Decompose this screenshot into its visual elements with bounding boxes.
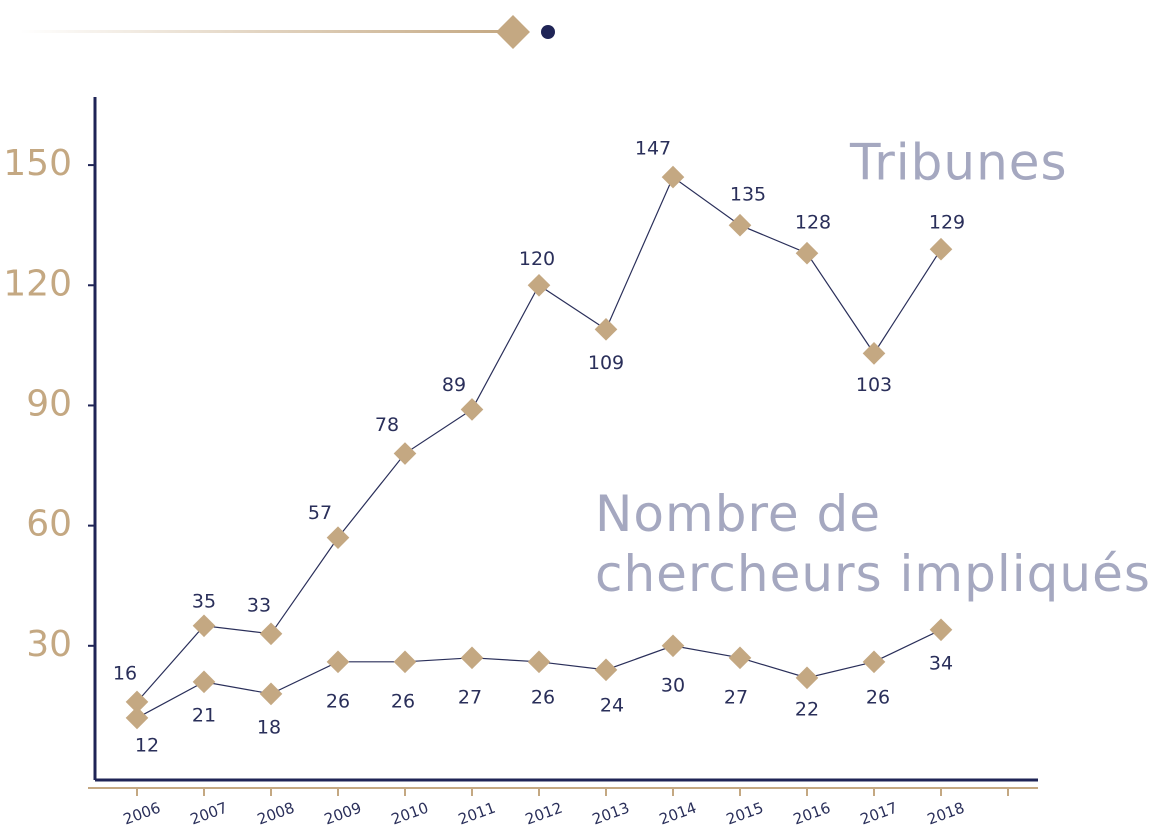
data-point — [594, 658, 618, 682]
header-decoration — [20, 15, 555, 49]
x-tick-label: 2006 — [121, 799, 163, 829]
data-label: 129 — [929, 212, 965, 234]
data-point — [929, 618, 953, 642]
data-point — [460, 398, 484, 421]
series-name-line: chercheurs impliqués — [595, 545, 1151, 603]
y-tick-label: 30 — [26, 624, 72, 665]
data-point — [393, 650, 417, 674]
data-label: 135 — [730, 184, 766, 206]
data-point — [862, 342, 886, 365]
data-label: 109 — [588, 352, 624, 374]
data-label: 26 — [326, 690, 350, 712]
data-label: 18 — [257, 716, 281, 738]
data-point — [326, 526, 350, 549]
data-point — [393, 442, 417, 465]
data-point — [326, 650, 350, 674]
data-label: 22 — [795, 698, 819, 720]
data-label: 21 — [192, 704, 216, 726]
y-tick-label: 120 — [3, 263, 72, 304]
data-label: 128 — [795, 212, 831, 234]
data-point — [728, 213, 752, 237]
x-tick-label: 2017 — [858, 799, 900, 829]
x-tick-label: 2013 — [590, 799, 632, 829]
data-label: 26 — [866, 686, 890, 708]
x-tick-label: 2015 — [724, 799, 766, 829]
series-name: Tribunes — [849, 134, 1068, 192]
data-point — [125, 706, 149, 730]
data-point — [795, 241, 819, 265]
data-label: 30 — [661, 674, 685, 696]
x-tick-label: 2012 — [523, 799, 565, 829]
data-point — [594, 318, 618, 341]
data-point — [527, 273, 551, 297]
x-tick-label: 2008 — [255, 799, 297, 829]
data-label: 78 — [375, 414, 399, 436]
data-point — [259, 682, 283, 706]
data-point — [661, 634, 685, 658]
x-tick-label: 2014 — [657, 799, 699, 829]
series-name-line: Nombre de — [595, 485, 881, 543]
data-point — [862, 650, 886, 674]
data-point — [460, 646, 484, 670]
data-label: 103 — [856, 374, 892, 396]
x-tick-label: 2018 — [925, 799, 967, 829]
data-label: 57 — [308, 502, 332, 524]
y-tick-label: 90 — [26, 383, 72, 424]
data-label: 12 — [135, 734, 159, 756]
data-point — [527, 650, 551, 674]
data-point — [795, 666, 819, 690]
data-label: 89 — [442, 374, 466, 396]
data-label: 26 — [531, 686, 555, 708]
data-label: 120 — [519, 248, 555, 270]
data-label: 27 — [458, 686, 482, 708]
data-label: 16 — [113, 662, 137, 684]
data-label: 147 — [635, 138, 671, 160]
x-tick-label: 2010 — [389, 799, 431, 829]
y-tick-label: 150 — [3, 143, 72, 184]
data-point — [661, 165, 685, 189]
x-tick-label: 2009 — [322, 799, 364, 829]
series-name: Nombre de chercheurs impliqués — [595, 485, 1151, 603]
data-label: 35 — [192, 590, 216, 612]
data-label: 34 — [929, 652, 953, 674]
data-point — [192, 614, 216, 638]
x-tick-label: 2011 — [456, 799, 498, 829]
data-point — [192, 670, 216, 694]
data-point — [728, 646, 752, 670]
x-tick-label: 2016 — [791, 799, 833, 829]
x-tick-label: 2007 — [188, 799, 230, 829]
data-label: 26 — [391, 690, 415, 712]
y-tick-label: 60 — [26, 504, 72, 545]
data-label: 33 — [247, 594, 271, 616]
data-label: 27 — [724, 686, 748, 708]
data-point — [929, 237, 953, 261]
data-point — [259, 622, 283, 646]
data-label: 24 — [600, 694, 624, 716]
